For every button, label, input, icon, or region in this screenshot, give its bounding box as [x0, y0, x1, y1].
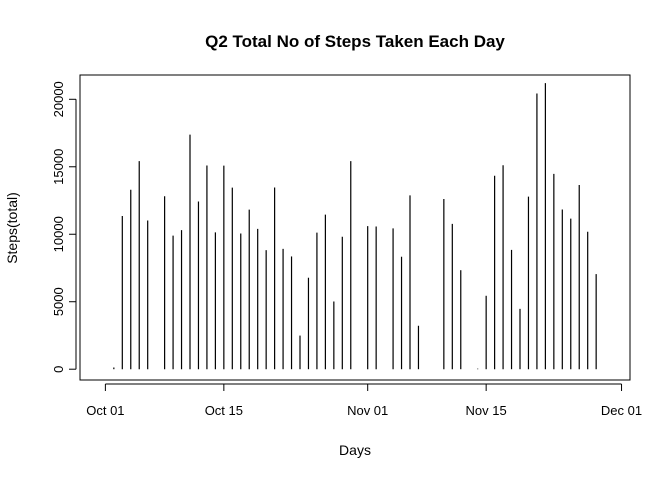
y-axis-label: Steps(total) [4, 192, 20, 264]
chart-title: Q2 Total No of Steps Taken Each Day [205, 32, 505, 51]
y-tick-label: 10000 [51, 216, 66, 252]
y-tick-label: 20000 [51, 81, 66, 117]
x-tick-label: Nov 15 [466, 403, 507, 418]
y-tick-label: 5000 [51, 287, 66, 316]
x-axis-label: Days [339, 442, 371, 458]
plot-frame [79, 74, 631, 381]
y-tick-label: 0 [51, 366, 66, 373]
x-tick-label: Nov 01 [347, 403, 388, 418]
y-tick-label: 15000 [51, 149, 66, 185]
y-axis: 0 5000 10000 15000 20000 [51, 81, 77, 373]
bars-group [113, 83, 597, 370]
x-tick-label: Oct 15 [205, 403, 243, 418]
x-axis: Oct 01 Oct 15 Nov 01 Nov 15 Dec 01 [86, 383, 642, 418]
x-tick-label: Oct 01 [86, 403, 124, 418]
x-tick-label: Dec 01 [601, 403, 642, 418]
